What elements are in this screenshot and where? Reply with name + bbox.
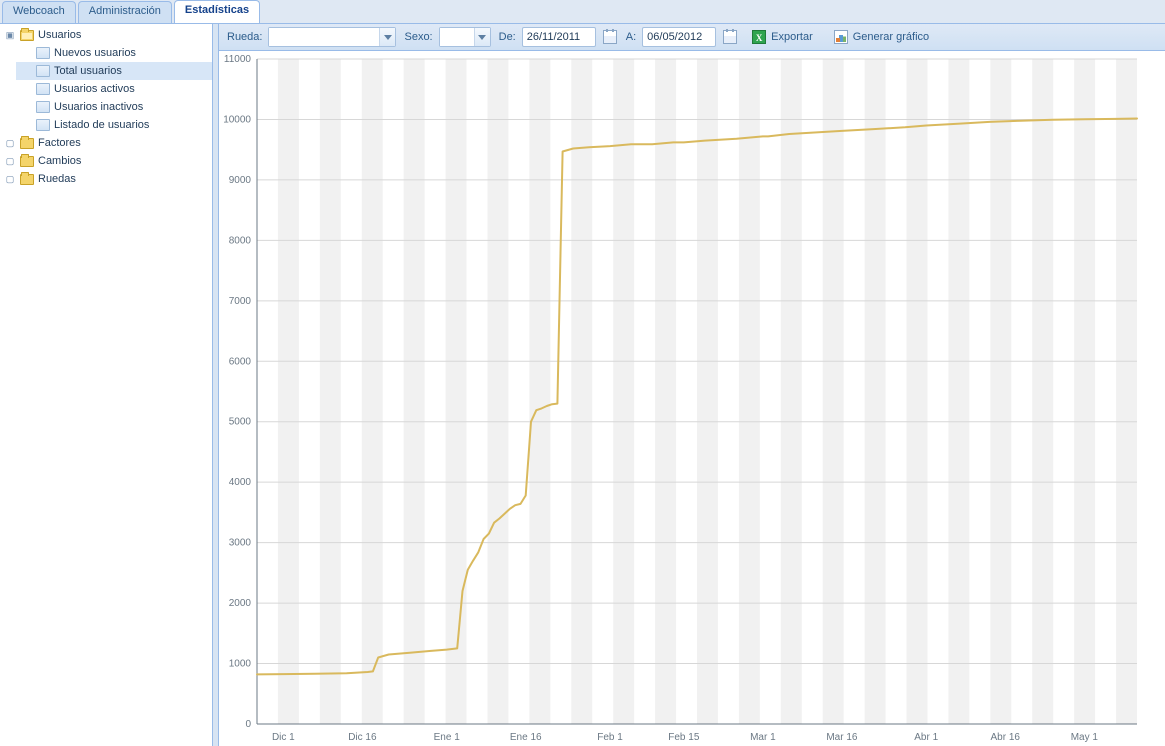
svg-text:5000: 5000 — [229, 417, 252, 428]
expand-icon[interactable]: ▢ — [4, 170, 16, 188]
tree-label: Ruedas — [38, 170, 76, 188]
tree-node-factores[interactable]: ▢ Factores — [0, 134, 212, 152]
tree-label: Factores — [38, 134, 81, 152]
button-label: Generar gráfico — [853, 31, 929, 43]
expand-icon[interactable]: ▢ — [4, 134, 16, 152]
sexo-combo[interactable] — [439, 27, 491, 47]
folder-icon — [19, 171, 35, 187]
tree-label: Cambios — [38, 152, 81, 170]
tree-node-listado-usuarios[interactable]: Listado de usuarios — [16, 116, 212, 134]
main-area: ▣ Usuarios Nuevos usuarios Total usuario… — [0, 24, 1165, 746]
svg-text:6000: 6000 — [229, 356, 252, 367]
tree-node-usuarios-inactivos[interactable]: Usuarios inactivos — [16, 98, 212, 116]
expand-icon[interactable]: ▢ — [4, 152, 16, 170]
generar-grafico-button[interactable]: Generar gráfico — [826, 26, 936, 48]
leaf-icon — [35, 63, 51, 79]
folder-icon — [19, 135, 35, 151]
tab-webcoach[interactable]: Webcoach — [2, 1, 76, 23]
svg-text:11000: 11000 — [224, 54, 252, 65]
chevron-down-icon[interactable] — [379, 28, 395, 46]
button-label: Exportar — [771, 31, 813, 43]
chart-canvas: 0 1000 2000 3000 4000 5000 6000 7000 8000 9000 100… — [219, 51, 1165, 746]
de-date-input[interactable] — [522, 27, 596, 47]
svg-text:10000: 10000 — [223, 114, 251, 125]
tab-label: Administración — [89, 5, 161, 17]
calendar-icon[interactable] — [602, 29, 618, 45]
svg-text:3000: 3000 — [229, 538, 252, 549]
excel-icon — [751, 29, 767, 45]
calendar-icon[interactable] — [722, 29, 738, 45]
svg-text:7000: 7000 — [229, 296, 252, 307]
svg-text:9000: 9000 — [229, 175, 252, 186]
exportar-button[interactable]: Exportar — [744, 26, 820, 48]
svg-text:Ene 16: Ene 16 — [510, 732, 542, 743]
tab-estadisticas[interactable]: Estadísticas — [174, 0, 260, 23]
tree-node-ruedas[interactable]: ▢ Ruedas — [0, 170, 212, 188]
tree-node-total-usuarios[interactable]: Total usuarios — [16, 62, 212, 80]
a-date-input[interactable] — [642, 27, 716, 47]
collapse-icon[interactable]: ▣ — [4, 26, 16, 44]
rueda-input[interactable] — [269, 28, 379, 46]
sexo-label: Sexo: — [404, 31, 432, 43]
svg-text:Feb 15: Feb 15 — [668, 732, 700, 743]
leaf-icon — [35, 45, 51, 61]
svg-text:1000: 1000 — [229, 659, 252, 670]
tree-label: Usuarios — [38, 26, 81, 44]
svg-text:Mar 1: Mar 1 — [750, 732, 776, 743]
tab-administracion[interactable]: Administración — [78, 1, 172, 23]
rueda-label: Rueda: — [227, 31, 262, 43]
a-label: A: — [626, 31, 636, 43]
tree-node-nuevos-usuarios[interactable]: Nuevos usuarios — [16, 44, 212, 62]
leaf-icon — [35, 117, 51, 133]
chevron-down-icon[interactable] — [474, 28, 490, 46]
de-label: De: — [499, 31, 516, 43]
svg-text:0: 0 — [245, 719, 251, 730]
svg-text:Mar 16: Mar 16 — [826, 732, 858, 743]
tree-node-usuarios-activos[interactable]: Usuarios activos — [16, 80, 212, 98]
content-panel: Rueda: Sexo: De: A: Exportar G — [219, 24, 1165, 746]
svg-text:May 1: May 1 — [1071, 732, 1099, 743]
sidebar: ▣ Usuarios Nuevos usuarios Total usuario… — [0, 24, 213, 746]
svg-text:Ene 1: Ene 1 — [434, 732, 461, 743]
tree-children-usuarios: Nuevos usuarios Total usuarios Usuarios … — [0, 44, 212, 134]
tree-label: Nuevos usuarios — [54, 44, 136, 62]
sexo-input[interactable] — [440, 28, 474, 46]
line-chart: 0 1000 2000 3000 4000 5000 6000 7000 8000 9000 100… — [219, 51, 1165, 746]
tree-node-usuarios[interactable]: ▣ Usuarios — [0, 26, 212, 44]
rueda-combo[interactable] — [268, 27, 396, 47]
chart-toolbar: Rueda: Sexo: De: A: Exportar G — [219, 24, 1165, 51]
folder-icon — [19, 153, 35, 169]
svg-text:Dic 16: Dic 16 — [348, 732, 377, 743]
main-tabs: Webcoach Administración Estadísticas — [0, 0, 1165, 24]
tree-label: Listado de usuarios — [54, 116, 149, 134]
svg-text:8000: 8000 — [229, 235, 252, 246]
tree-label: Usuarios inactivos — [54, 98, 143, 116]
svg-text:Dic 1: Dic 1 — [272, 732, 295, 743]
svg-text:4000: 4000 — [229, 477, 252, 488]
tree-node-cambios[interactable]: ▢ Cambios — [0, 152, 212, 170]
leaf-icon — [35, 99, 51, 115]
chart-icon — [833, 29, 849, 45]
folder-open-icon — [19, 27, 35, 43]
svg-text:Feb 1: Feb 1 — [597, 732, 623, 743]
tree-label: Total usuarios — [54, 62, 122, 80]
tree-label: Usuarios activos — [54, 80, 135, 98]
svg-text:2000: 2000 — [229, 598, 252, 609]
tab-label: Estadísticas — [185, 4, 249, 16]
tab-label: Webcoach — [13, 5, 65, 17]
leaf-icon — [35, 81, 51, 97]
svg-text:Abr 16: Abr 16 — [991, 732, 1021, 743]
svg-text:Abr 1: Abr 1 — [914, 732, 938, 743]
